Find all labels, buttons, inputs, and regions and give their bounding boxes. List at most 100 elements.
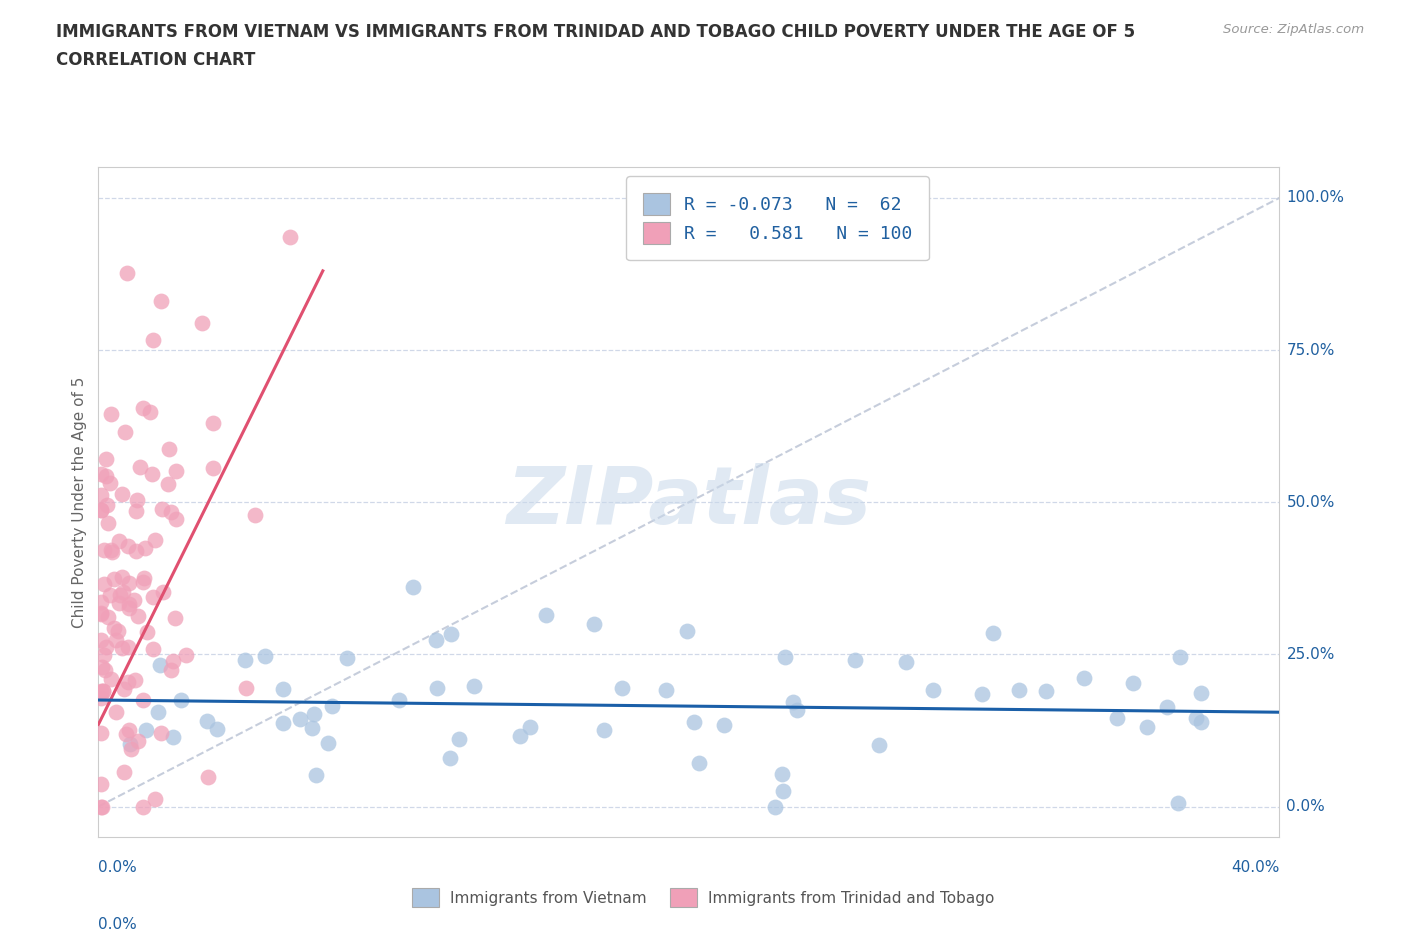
Point — [97, 610, 120, 625]
Point — [509, 729, 531, 744]
Point — [98, 476, 121, 491]
Point — [233, 653, 256, 668]
Point — [114, 424, 136, 439]
Point — [583, 617, 606, 631]
Point — [772, 783, 794, 798]
Point — [592, 723, 614, 737]
Point — [90, 799, 112, 814]
Point — [117, 538, 139, 553]
Text: IMMIGRANTS FROM VIETNAM VS IMMIGRANTS FROM TRINIDAD AND TOBAGO CHILD POVERTY UND: IMMIGRANTS FROM VIETNAM VS IMMIGRANTS FR… — [56, 23, 1136, 41]
Point — [688, 756, 710, 771]
Point — [201, 460, 224, 475]
Point — [103, 621, 125, 636]
Point — [894, 655, 917, 670]
Point — [770, 766, 793, 781]
Text: 100.0%: 100.0% — [1286, 191, 1344, 206]
Point — [107, 623, 129, 638]
Point — [425, 632, 447, 647]
Point — [90, 799, 112, 814]
Point — [115, 726, 138, 741]
Point — [111, 641, 134, 656]
Point — [160, 505, 183, 520]
Point — [90, 606, 112, 621]
Point — [1189, 685, 1212, 700]
Point — [129, 459, 152, 474]
Point — [402, 580, 425, 595]
Point — [1168, 649, 1191, 664]
Point — [922, 683, 945, 698]
Point — [302, 706, 325, 721]
Text: ZIPatlas: ZIPatlas — [506, 463, 872, 541]
Text: 0.0%: 0.0% — [1286, 799, 1326, 814]
Point — [97, 515, 120, 530]
Point — [141, 467, 163, 482]
Point — [1185, 711, 1208, 725]
Point — [108, 588, 131, 603]
Point — [1189, 715, 1212, 730]
Point — [162, 729, 184, 744]
Point — [132, 400, 155, 415]
Point — [112, 764, 135, 779]
Point — [90, 488, 112, 503]
Point — [98, 588, 121, 603]
Point — [150, 725, 173, 740]
Point — [534, 607, 557, 622]
Point — [519, 720, 541, 735]
Point — [124, 673, 146, 688]
Point — [142, 332, 165, 347]
Text: 75.0%: 75.0% — [1286, 342, 1334, 357]
Point — [90, 594, 112, 609]
Text: 0.0%: 0.0% — [98, 860, 138, 875]
Point — [426, 680, 449, 695]
Point — [139, 405, 162, 419]
Point — [165, 463, 187, 478]
Point — [91, 659, 114, 674]
Point — [243, 508, 266, 523]
Point — [90, 605, 112, 620]
Point — [1105, 711, 1128, 726]
Point — [111, 585, 134, 600]
Point — [118, 576, 141, 591]
Text: Source: ZipAtlas.com: Source: ZipAtlas.com — [1223, 23, 1364, 36]
Point — [336, 650, 359, 665]
Point — [107, 596, 129, 611]
Point — [1073, 671, 1095, 685]
Point — [253, 649, 276, 664]
Point — [90, 502, 112, 517]
Point — [127, 608, 149, 623]
Point — [174, 647, 197, 662]
Point — [132, 799, 155, 814]
Point — [165, 512, 187, 526]
Point — [120, 737, 142, 751]
Point — [143, 792, 166, 807]
Point — [280, 230, 302, 245]
Point — [148, 705, 170, 720]
Point — [195, 713, 218, 728]
Point — [96, 640, 118, 655]
Point — [93, 684, 115, 699]
Point — [142, 642, 165, 657]
Point — [135, 625, 157, 640]
Point — [271, 682, 294, 697]
Point — [318, 736, 340, 751]
Point — [100, 545, 122, 560]
Point — [169, 693, 191, 708]
Point — [152, 585, 174, 600]
Point — [775, 649, 797, 664]
Point — [114, 682, 136, 697]
Point — [1136, 720, 1159, 735]
Point — [157, 442, 180, 457]
Point — [120, 742, 142, 757]
Point — [713, 717, 735, 732]
Text: CORRELATION CHART: CORRELATION CHART — [56, 51, 256, 69]
Point — [271, 716, 294, 731]
Point — [1008, 683, 1031, 698]
Point — [844, 652, 866, 667]
Point — [94, 469, 117, 484]
Point — [440, 627, 463, 642]
Point — [970, 686, 993, 701]
Point — [103, 571, 125, 586]
Point — [90, 691, 112, 706]
Point — [117, 597, 139, 612]
Point — [655, 683, 678, 698]
